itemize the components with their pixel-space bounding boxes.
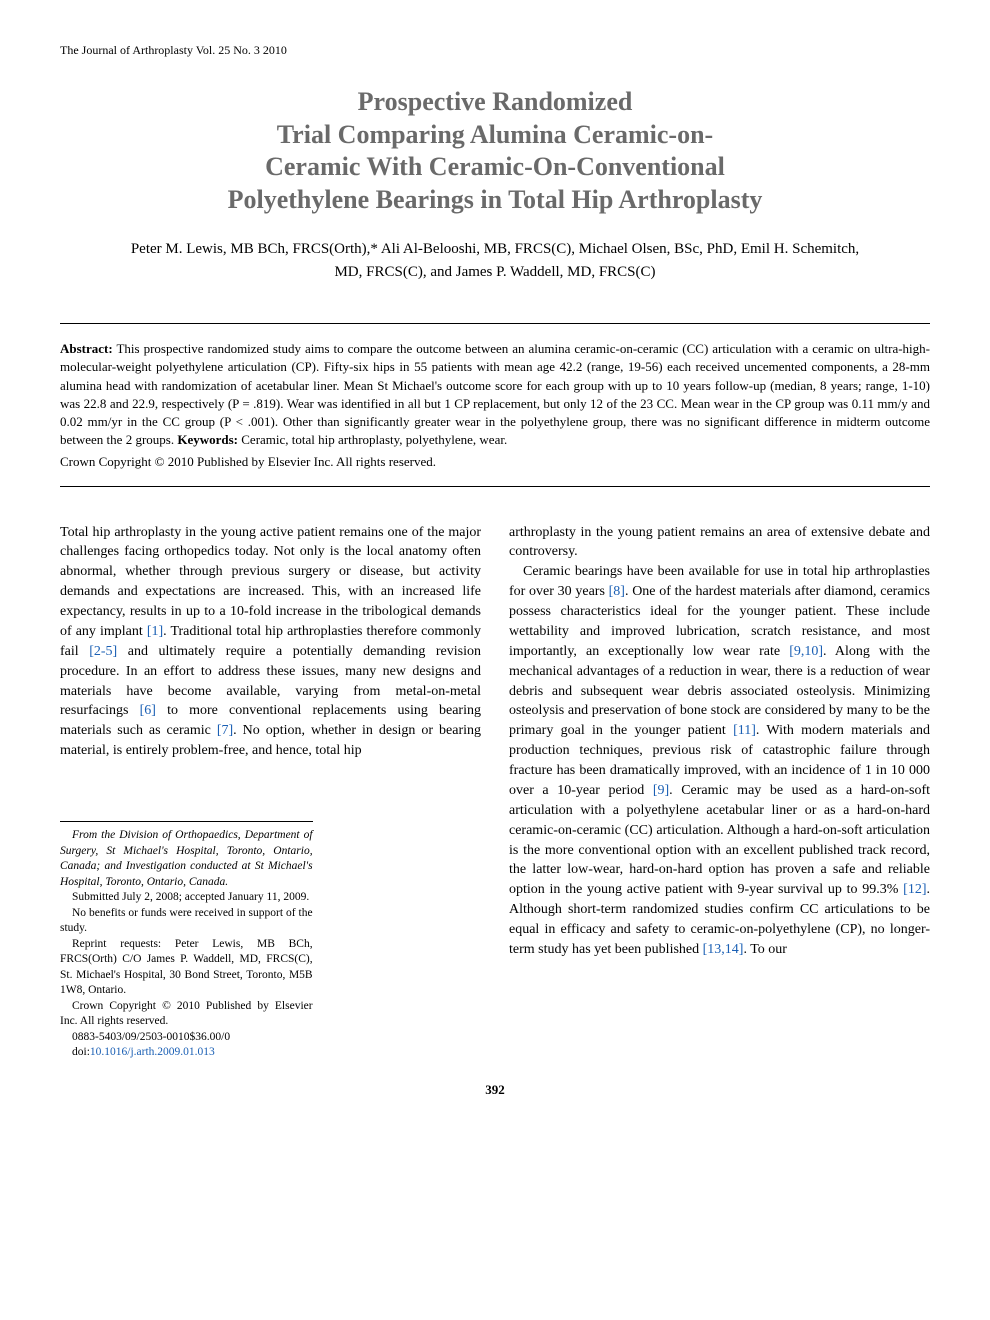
citation-link[interactable]: [12] bbox=[903, 882, 926, 897]
footnote-copyright: Crown Copyright © 2010 Published by Else… bbox=[60, 999, 313, 1030]
column-right: arthroplasty in the young patient remain… bbox=[509, 523, 930, 1061]
citation-link[interactable]: [7] bbox=[217, 723, 233, 738]
citation-link[interactable]: [1] bbox=[147, 624, 163, 639]
title-line: Polyethylene Bearings in Total Hip Arthr… bbox=[228, 185, 763, 214]
body-paragraph: Total hip arthroplasty in the young acti… bbox=[60, 523, 481, 762]
footnote-reprint: Reprint requests: Peter Lewis, MB BCh, F… bbox=[60, 937, 313, 999]
footnote-submitted: Submitted July 2, 2008; accepted January… bbox=[60, 890, 313, 906]
author-list: Peter M. Lewis, MB BCh, FRCS(Orth),* Ali… bbox=[120, 238, 870, 283]
keywords-label: Keywords: bbox=[177, 432, 238, 447]
title-line: Ceramic With Ceramic-On-Conventional bbox=[265, 152, 725, 181]
citation-link[interactable]: [6] bbox=[140, 703, 156, 718]
abstract-copyright: Crown Copyright © 2010 Published by Else… bbox=[60, 453, 930, 471]
footnotes: From the Division of Orthopaedics, Depar… bbox=[60, 821, 313, 1061]
body-columns: Total hip arthroplasty in the young acti… bbox=[60, 523, 930, 1061]
body-paragraph: Ceramic bearings have been available for… bbox=[509, 562, 930, 960]
title-line: Prospective Randomized bbox=[358, 87, 633, 116]
footnote-benefits: No benefits or funds were received in su… bbox=[60, 906, 313, 937]
doi-link[interactable]: 10.1016/j.arth.2009.01.013 bbox=[90, 1046, 215, 1058]
citation-link[interactable]: [2-5] bbox=[89, 644, 117, 659]
citation-link[interactable]: [13,14] bbox=[703, 942, 744, 957]
footnote-issn: 0883-5403/09/2503-0010$36.00/0 bbox=[60, 1030, 313, 1046]
page-number: 392 bbox=[60, 1081, 930, 1099]
citation-link[interactable]: [9,10] bbox=[789, 644, 823, 659]
body-text: . Ceramic may be used as a hard-on-soft … bbox=[509, 783, 930, 897]
body-paragraph: arthroplasty in the young patient remain… bbox=[509, 523, 930, 563]
column-left: Total hip arthroplasty in the young acti… bbox=[60, 523, 481, 1061]
keywords-text: Ceramic, total hip arthroplasty, polyeth… bbox=[238, 432, 507, 447]
doi-label: doi: bbox=[72, 1046, 90, 1058]
journal-header: The Journal of Arthroplasty Vol. 25 No. … bbox=[60, 42, 930, 58]
body-text: Total hip arthroplasty in the young acti… bbox=[60, 525, 481, 639]
citation-link[interactable]: [9] bbox=[653, 783, 669, 798]
citation-link[interactable]: [8] bbox=[609, 584, 625, 599]
footnote-doi: doi:10.1016/j.arth.2009.01.013 bbox=[60, 1045, 313, 1061]
article-title: Prospective Randomized Trial Comparing A… bbox=[90, 86, 900, 216]
citation-link[interactable]: [11] bbox=[733, 723, 756, 738]
abstract-label: Abstract: bbox=[60, 341, 113, 356]
footnote-affiliation: From the Division of Orthopaedics, Depar… bbox=[60, 828, 313, 890]
body-text: . To our bbox=[743, 942, 786, 957]
abstract-box: Abstract: This prospective randomized st… bbox=[60, 323, 930, 486]
title-line: Trial Comparing Alumina Ceramic-on- bbox=[277, 120, 713, 149]
